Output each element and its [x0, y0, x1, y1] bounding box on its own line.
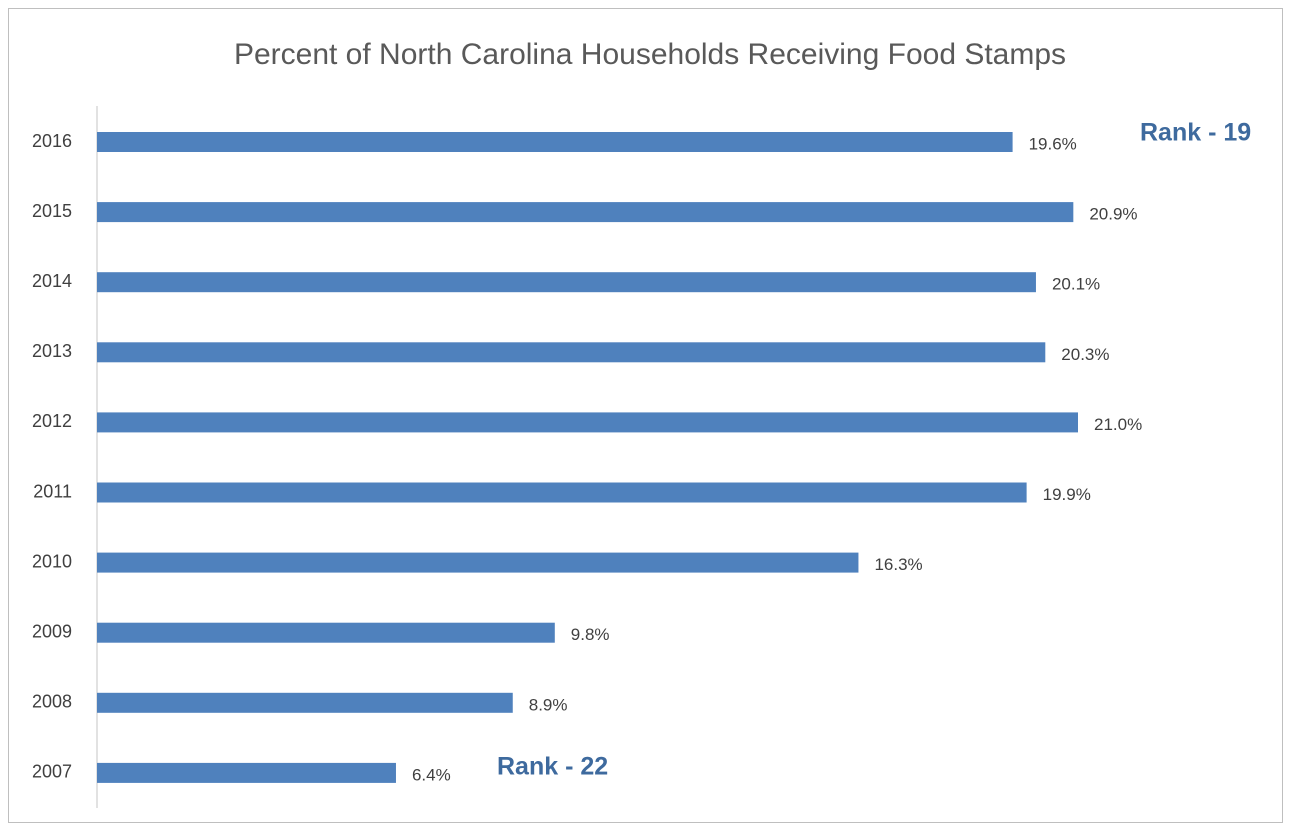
category-label: 2012: [32, 411, 72, 431]
category-label: 2008: [32, 692, 72, 712]
bar: [97, 692, 513, 713]
bar: [97, 552, 859, 573]
category-label: 2009: [32, 621, 72, 641]
category-label: 2015: [32, 201, 72, 221]
value-label: 21.0%: [1094, 415, 1142, 434]
category-label: 2010: [32, 551, 72, 571]
annotation: Rank - 19: [1140, 119, 1251, 147]
value-label: 20.1%: [1052, 275, 1100, 294]
value-label: 8.9%: [529, 695, 568, 714]
category-label: 2007: [32, 762, 72, 782]
value-label: 16.3%: [874, 555, 922, 574]
value-label: 20.3%: [1061, 345, 1109, 364]
bar: [97, 482, 1027, 503]
category-label: 2011: [33, 481, 72, 501]
category-label: 2016: [32, 131, 72, 151]
annotation: Rank - 22: [497, 753, 608, 781]
value-label: 20.9%: [1089, 205, 1137, 224]
bar: [97, 762, 396, 783]
category-label: 2013: [32, 341, 72, 361]
value-label: 19.9%: [1043, 485, 1091, 504]
bar: [97, 622, 555, 643]
bar: [97, 342, 1046, 363]
bar: [97, 272, 1036, 293]
value-label: 19.6%: [1029, 134, 1077, 153]
bar: [97, 202, 1074, 223]
value-label: 6.4%: [412, 765, 451, 784]
bar: [97, 132, 1013, 152]
bar: [97, 412, 1078, 433]
chart-title: Percent of North Carolina Households Rec…: [234, 38, 1066, 71]
value-label: 9.8%: [571, 625, 610, 644]
category-label: 2014: [32, 271, 72, 291]
